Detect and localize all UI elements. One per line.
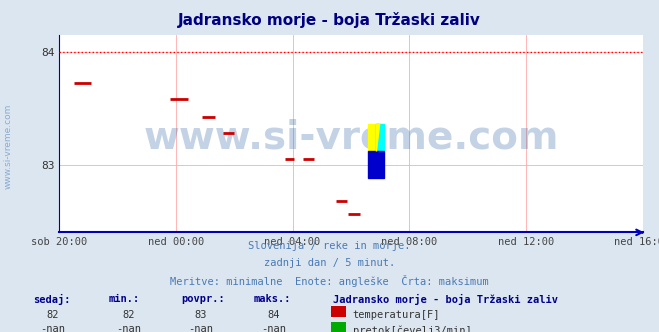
Text: 83: 83 bbox=[195, 310, 207, 320]
Text: temperatura[F]: temperatura[F] bbox=[353, 310, 440, 320]
Text: Jadransko morje - boja Tržaski zaliv: Jadransko morje - boja Tržaski zaliv bbox=[333, 294, 558, 305]
Text: 82: 82 bbox=[47, 310, 59, 320]
Text: povpr.:: povpr.: bbox=[181, 294, 225, 304]
Polygon shape bbox=[376, 124, 380, 151]
Text: zadnji dan / 5 minut.: zadnji dan / 5 minut. bbox=[264, 258, 395, 268]
Text: Slovenija / reke in morje.: Slovenija / reke in morje. bbox=[248, 241, 411, 251]
Polygon shape bbox=[376, 124, 384, 151]
Text: sedaj:: sedaj: bbox=[33, 294, 71, 305]
Text: maks.:: maks.: bbox=[254, 294, 291, 304]
Text: -nan: -nan bbox=[40, 324, 65, 332]
Text: -nan: -nan bbox=[188, 324, 214, 332]
Polygon shape bbox=[376, 124, 380, 151]
Text: Jadransko morje - boja Tržaski zaliv: Jadransko morje - boja Tržaski zaliv bbox=[178, 12, 481, 28]
Bar bbox=[368, 124, 376, 151]
Text: Meritve: minimalne  Enote: angleške  Črta: maksimum: Meritve: minimalne Enote: angleške Črta:… bbox=[170, 275, 489, 287]
Text: min.:: min.: bbox=[109, 294, 140, 304]
Text: pretok[čevelj3/min]: pretok[čevelj3/min] bbox=[353, 326, 471, 332]
Text: -nan: -nan bbox=[261, 324, 286, 332]
Text: www.si-vreme.com: www.si-vreme.com bbox=[3, 103, 13, 189]
Text: 84: 84 bbox=[268, 310, 279, 320]
Text: 82: 82 bbox=[123, 310, 134, 320]
Text: www.si-vreme.com: www.si-vreme.com bbox=[143, 119, 559, 157]
Bar bbox=[368, 151, 384, 178]
Text: -nan: -nan bbox=[116, 324, 141, 332]
